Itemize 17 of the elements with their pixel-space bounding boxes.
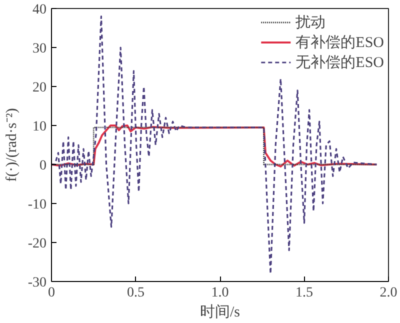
x-tick-label: 0.5 (127, 286, 144, 300)
y-tick-label: 20 (32, 80, 46, 96)
legend-label: 有补偿的ESO (296, 34, 384, 52)
legend-label: 扰动 (296, 14, 326, 32)
y-axis-title: f(·)/(rad·s⁻²) (4, 108, 20, 182)
x-tick-label: 1.0 (211, 286, 229, 300)
y-tick-label: 10 (32, 120, 46, 134)
y-tick-label: 0 (40, 158, 46, 174)
y-tick-label: 30 (32, 42, 46, 56)
x-tick-label: 1.5 (296, 286, 313, 300)
y-tick-label: -10 (28, 198, 47, 212)
x-axis-title: 时间/s (200, 304, 240, 320)
y-tick-label: -20 (28, 236, 47, 252)
legend-label: 无补偿的ESO (296, 54, 384, 72)
y-tick-label: -30 (28, 276, 47, 290)
x-tick-label: 2.0 (380, 286, 398, 300)
y-tick-label: 40 (32, 2, 46, 18)
